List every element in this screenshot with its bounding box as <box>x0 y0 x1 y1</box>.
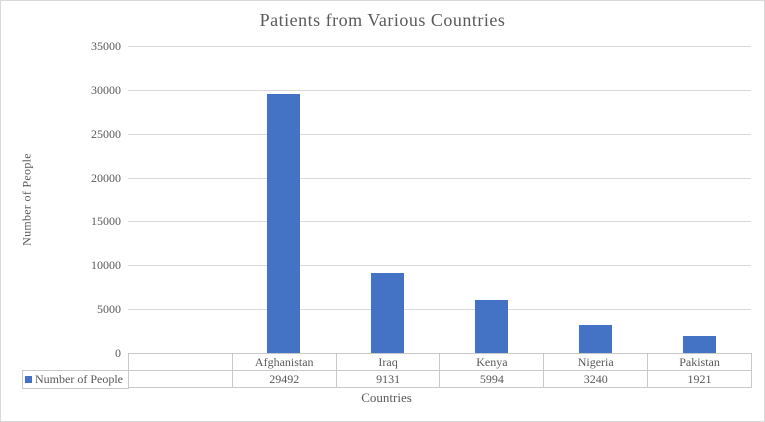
gridline <box>128 178 751 179</box>
x-axis-title: Countries <box>361 390 412 405</box>
gridline <box>128 90 751 91</box>
chart-title: Patients from Various Countries <box>259 10 506 30</box>
category-cell: Iraq <box>335 354 440 370</box>
y-tick-label: 15000 <box>91 214 121 228</box>
legend-cell: Number of People <box>22 370 129 389</box>
value-cell: 5994 <box>439 371 543 387</box>
gridline <box>128 46 751 47</box>
category-cell: Nigeria <box>543 354 647 370</box>
value-cell: 3240 <box>543 371 647 387</box>
y-tick-label: 35000 <box>91 39 121 53</box>
value-cell: 29492 <box>231 371 336 387</box>
bar <box>683 336 716 353</box>
gridline <box>128 134 751 135</box>
y-tick-label: 10000 <box>91 258 121 272</box>
gridline <box>128 265 751 266</box>
bar <box>579 325 612 353</box>
category-cell: Afghanistan <box>231 354 336 370</box>
category-cell <box>128 354 232 370</box>
gridline <box>128 221 751 222</box>
y-tick-label: 30000 <box>91 83 121 97</box>
y-tick-label: 25000 <box>91 127 121 141</box>
y-tick-label: 0 <box>115 346 121 360</box>
data-table-value-row: 29492 9131 5994 3240 1921 <box>128 371 752 388</box>
bar <box>267 94 300 353</box>
legend-label: Number of People <box>35 372 123 386</box>
y-tick-label: 5000 <box>97 302 121 316</box>
value-cell <box>128 371 232 387</box>
category-cell: Pakistan <box>647 354 751 370</box>
y-axis-title: Number of People <box>19 153 34 246</box>
series-marker-icon <box>25 376 32 383</box>
data-table-category-row: Afghanistan Iraq Kenya Nigeria Pakistan <box>128 353 752 371</box>
value-cell: 1921 <box>647 371 751 387</box>
category-cell: Kenya <box>439 354 543 370</box>
gridline <box>128 309 751 310</box>
value-cell: 9131 <box>335 371 440 387</box>
bar <box>475 300 508 353</box>
y-tick-label: 20000 <box>91 171 121 185</box>
bar <box>371 273 404 353</box>
